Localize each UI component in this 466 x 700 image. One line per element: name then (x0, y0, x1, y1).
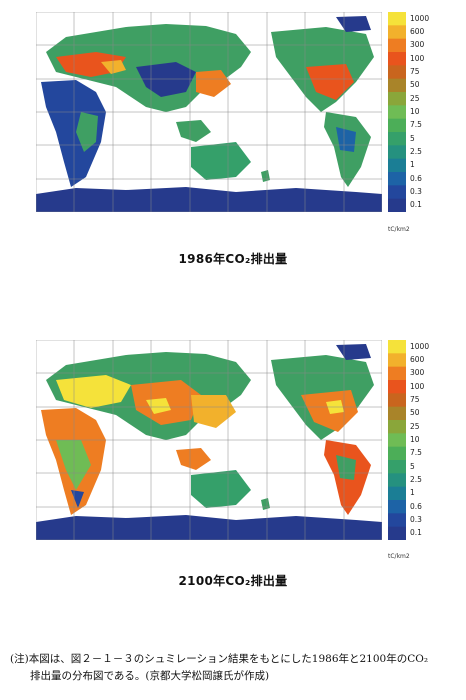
colorbar-swatch (388, 526, 406, 540)
footnote-line-2: 排出量の分布図である。(京都大学松岡譲氏が作成) (30, 670, 270, 682)
footnote: (注)本図は、図２－１－３のシュミレーション結果をもとにした1986年と2100… (10, 651, 460, 685)
colorbar-tick-label: 25 (410, 421, 420, 431)
colorbar-swatch (388, 105, 406, 120)
colorbar-tick-label: 10 (410, 435, 420, 444)
colorbar-swatch (388, 340, 406, 354)
colorbar-swatch (388, 38, 406, 53)
colorbar-tick-label: 2.5 (410, 147, 422, 156)
colorbar-swatch (388, 12, 406, 26)
colorbar-tick-label: 100 (410, 381, 425, 391)
colorbar-tick-label: 300 (410, 368, 425, 378)
colorbar-tick-label: 1 (410, 488, 415, 498)
colorbar-tick-label: 600 (410, 27, 425, 36)
map-title-1986: 1986年CO₂排出量 (178, 252, 288, 266)
colorbar-tick-label: 7.5 (410, 120, 422, 130)
colorbar-tick-label: 0.1 (410, 200, 422, 210)
colorbar-tick-label: 1000 (410, 341, 430, 351)
colorbar-tick-label: 600 (410, 355, 425, 364)
colorbar-tick-label: 1000 (410, 13, 430, 23)
unit-label-1986: tC/km2 (388, 226, 410, 233)
colorbar-tick-label: 5 (410, 133, 415, 143)
colorbar-swatch (388, 406, 406, 421)
colorbar-tick-label: 0.1 (410, 528, 422, 538)
colorbar-swatch (388, 118, 406, 133)
colorbar-swatch (388, 353, 406, 368)
colorbar-swatch (388, 433, 406, 448)
colorbar-swatch (388, 380, 406, 394)
colorbar-tick-label: 50 (410, 80, 420, 90)
colorbar-tick-label: 75 (410, 67, 420, 76)
colorbar-tick-label: 0.6 (410, 501, 422, 511)
colorbar-swatch (388, 78, 406, 93)
colorbar-swatch (388, 513, 406, 528)
colorbar-swatch (388, 460, 406, 474)
colorbar-swatch (388, 132, 406, 146)
colorbar-swatch (388, 500, 406, 514)
colorbar-tick-label: 100 (410, 53, 425, 63)
colorbar-tick-label: 2.5 (410, 475, 422, 484)
world-map-1986 (36, 12, 382, 212)
colorbar-tick-label: 300 (410, 40, 425, 50)
colorbar-swatch (388, 25, 406, 40)
colorbar-tick-label: 0.6 (410, 173, 422, 183)
colorbar-swatch (388, 473, 406, 488)
colorbar-swatch (388, 185, 406, 200)
unit-label-2100: tC/km2 (388, 553, 410, 560)
colorbar-tick-label: 7.5 (410, 448, 422, 458)
colorbar-2100 (388, 340, 406, 540)
colorbar-tick-label: 5 (410, 461, 415, 471)
colorbar-swatch (388, 486, 406, 501)
colorbar-swatch (388, 158, 406, 173)
world-map-2100 (36, 340, 382, 540)
colorbar-tick-label: 0.3 (410, 187, 422, 196)
colorbar-swatch (388, 65, 406, 80)
colorbar-swatch (388, 92, 406, 106)
colorbar-tick-label: 50 (410, 408, 420, 418)
colorbar-swatch (388, 393, 406, 408)
colorbar-1986 (388, 12, 406, 212)
colorbar-swatch (388, 172, 406, 186)
colorbar-swatch (388, 145, 406, 160)
colorbar-tick-label: 0.3 (410, 515, 422, 524)
colorbar-swatch (388, 198, 406, 212)
map-title-2100: 2100年CO₂排出量 (178, 574, 288, 588)
colorbar-tick-label: 25 (410, 93, 420, 103)
colorbar-swatch (388, 366, 406, 381)
colorbar-swatch (388, 420, 406, 434)
colorbar-tick-label: 10 (410, 107, 420, 116)
colorbar-tick-label: 75 (410, 395, 420, 404)
footnote-line-1: (注)本図は、図２－１－３のシュミレーション結果をもとにした1986年と2100… (10, 653, 429, 665)
colorbar-tick-label: 1 (410, 160, 415, 170)
colorbar-swatch (388, 446, 406, 461)
colorbar-swatch (388, 52, 406, 66)
